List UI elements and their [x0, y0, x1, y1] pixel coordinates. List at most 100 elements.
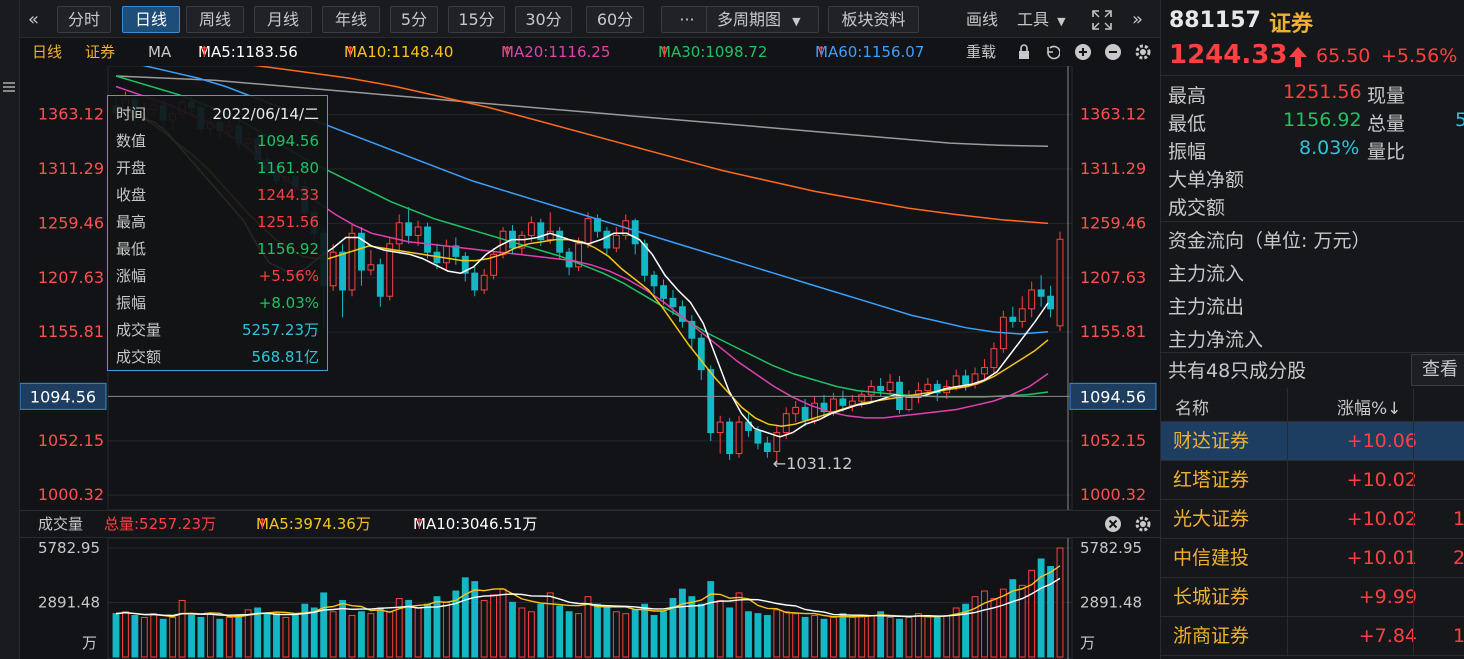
column-separator [1413, 461, 1414, 500]
candle-body [367, 264, 375, 271]
volume-bar [537, 603, 545, 658]
volume-bar [716, 599, 724, 658]
y-tick-label-right: 1259.46 [1080, 213, 1146, 232]
tooltip-low-label: 最低 [116, 240, 147, 258]
volume-bar [527, 611, 535, 658]
reload-button[interactable]: 重载 [966, 43, 997, 61]
ma-indicator-label[interactable]: MA [148, 43, 172, 61]
cursor-value-right: 1094.56 [1080, 387, 1146, 406]
ma60-text: MA60:1156.07 [815, 43, 925, 61]
period-tab[interactable]: 月线 [254, 6, 312, 33]
zoom-out-icon[interactable] [1104, 43, 1122, 61]
main-net-inflow-label: 主力净流入 [1168, 329, 1264, 351]
y-tick-label-right: 1000.32 [1080, 485, 1146, 504]
period-tab[interactable]: 年线 [322, 6, 380, 33]
undo-icon[interactable] [1044, 44, 1060, 60]
fund-flow-title: 资金流向（单位: 万元） [1168, 230, 1371, 252]
volume-total: 总量:5257.23万 [104, 515, 217, 533]
candle-body [480, 274, 488, 291]
volume-bar [905, 616, 913, 658]
candle [669, 289, 677, 316]
period-tab[interactable]: 15分 [448, 6, 505, 33]
tools-dropdown[interactable]: 工具 ▼ [1017, 6, 1066, 33]
component-row[interactable]: 红塔证券 +10.02 [1161, 461, 1464, 500]
volume-bar [188, 615, 195, 658]
component-row[interactable]: 财达证券 +10.06 [1161, 422, 1464, 461]
candle [905, 390, 913, 412]
volume-bar [914, 613, 922, 658]
volume-bar [1037, 558, 1045, 658]
period-tab[interactable]: 周线 [186, 6, 244, 33]
column-name-header[interactable]: 名称 [1175, 399, 1209, 419]
tooltip-amount: 568.81亿 [251, 348, 320, 366]
lock-icon[interactable] [1016, 44, 1032, 60]
double-chevron-right-icon[interactable]: » [1132, 9, 1144, 30]
menu-icon[interactable] [2, 80, 16, 94]
period-tab[interactable]: 日线 [122, 6, 180, 33]
close-icon[interactable] [1104, 515, 1122, 533]
volume-bar [575, 613, 582, 658]
volume-bar [471, 581, 479, 658]
current-volume-label: 现量 [1367, 85, 1406, 107]
component-row[interactable]: 中信建投 +10.01 2 [1161, 539, 1464, 578]
candle [886, 373, 894, 395]
component-row[interactable]: 长城证券 +9.99 [1161, 578, 1464, 617]
period-tab[interactable]: 30分 [515, 6, 572, 33]
volume-bar [301, 603, 309, 658]
candle [1009, 306, 1017, 328]
volume-bar [480, 599, 488, 658]
candle-body [697, 337, 705, 371]
column-pct-header[interactable]: 涨幅%↓ [1337, 399, 1402, 419]
candle [603, 227, 611, 255]
volume-chart-svg[interactable]: 5782.95 5782.95 2891.48 2891.48 万 万 [20, 537, 1160, 659]
period-tab[interactable]: 60分 [586, 6, 644, 33]
ma10-text: MA10:1148.40 [344, 43, 454, 61]
volume-bar [981, 590, 988, 658]
y-tick-label-left: 1363.12 [38, 105, 104, 124]
view-button[interactable]: 查看 [1411, 354, 1464, 386]
volume-bar [792, 613, 800, 658]
volume-ratio-label: 量比 [1367, 141, 1406, 163]
candle-body [886, 381, 894, 392]
period-tab[interactable]: 5分 [390, 6, 438, 33]
candle-body [395, 222, 403, 245]
volume-tick-left: 5782.95 [38, 539, 100, 557]
candle-body [782, 413, 790, 434]
volume-title[interactable]: 成交量 [38, 515, 84, 533]
kline-chart-svg[interactable]: 1363.12 1363.12 1311.29 1311.29 1259.46 1259.… [19, 54, 1160, 511]
gear-icon[interactable] [1134, 43, 1152, 61]
volume-bar [650, 615, 658, 658]
candle [575, 237, 582, 272]
candle [782, 407, 790, 439]
stock-name: 浙商证券 [1173, 625, 1250, 647]
amplitude-value: 8.03% [1299, 137, 1360, 159]
draw-line-button[interactable]: 画线 [966, 10, 999, 29]
y-tick-label-right: 1363.12 [1080, 105, 1146, 124]
candle-body [339, 251, 346, 291]
column-separator [1287, 388, 1288, 422]
period-tab[interactable]: 分时 [57, 6, 111, 33]
double-chevron-left-icon[interactable]: « [28, 9, 40, 30]
more-button[interactable]: ··· [661, 6, 713, 33]
sector-info-button[interactable]: 板块资料 [828, 6, 919, 33]
y-tick-label-left: 1259.46 [38, 213, 104, 232]
volume-bar [962, 603, 970, 658]
volume-bar [867, 615, 875, 658]
candle-body [452, 245, 460, 257]
multi-period-dropdown[interactable]: 多周期图 ▼ [706, 6, 819, 33]
fullscreen-icon[interactable] [1091, 9, 1113, 31]
stock-name: 红塔证券 [1173, 469, 1250, 491]
component-row[interactable]: 光大证券 +10.02 1 [1161, 500, 1464, 539]
gear-icon[interactable] [1134, 515, 1152, 533]
component-row[interactable]: 浙商证券 +7.84 1 [1161, 617, 1464, 656]
candle-body [933, 383, 941, 394]
volume-bar [660, 611, 667, 658]
zoom-in-icon[interactable] [1074, 43, 1092, 61]
candle [1047, 285, 1054, 318]
candle [839, 390, 847, 412]
y-tick-label-right: 1311.29 [1080, 159, 1146, 178]
kline-chart[interactable]: 1363.12 1363.12 1311.29 1311.29 1259.46 1259.… [19, 54, 1160, 511]
period-toolbar: « 分时 日线 周线 月线 年线 5分 15分 30分 60分 ··· 多周期图 ▼ 板块资料 … [20, 0, 1160, 38]
volume-chart[interactable]: 5782.95 5782.95 2891.48 2891.48 万 万 [20, 537, 1160, 659]
tooltip-change-label: 涨幅 [116, 267, 147, 285]
